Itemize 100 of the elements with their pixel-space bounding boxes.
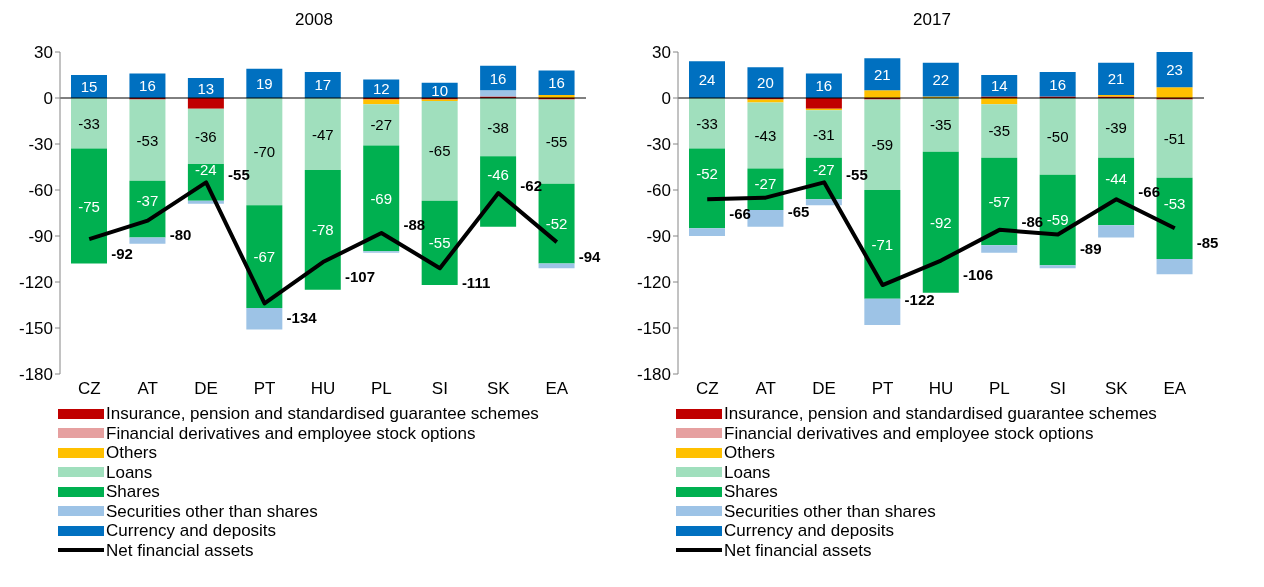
data-label: -78 — [311, 221, 334, 239]
bar — [480, 90, 517, 97]
y-tick-label: 30 — [34, 43, 53, 63]
data-label: -52 — [696, 165, 718, 183]
x-tick-label: PL — [371, 379, 392, 399]
x-tick-label: CZ — [695, 379, 719, 399]
data-label: 16 — [815, 77, 833, 95]
data-label: -75 — [78, 197, 100, 215]
bar — [1039, 265, 1076, 269]
data-label: -38 — [487, 118, 509, 136]
data-label: 15 — [80, 78, 98, 95]
legend-label: Insurance, pension and standardised guarantee schemes — [106, 404, 539, 424]
data-label: -35 — [988, 122, 1011, 140]
bar — [538, 70, 575, 95]
x-tick-label: PT — [871, 379, 894, 399]
data-label: 10 — [431, 81, 449, 99]
legend-label: Insurance, pension and standardised guarantee schemes — [724, 404, 1157, 424]
x-tick-label: PT — [253, 379, 276, 399]
bar — [1156, 87, 1193, 98]
bar — [304, 170, 341, 290]
data-label: 12 — [372, 80, 390, 98]
bar — [689, 228, 725, 236]
data-label: 16 — [139, 77, 156, 95]
y-tick-label: -120 — [18, 273, 53, 293]
data-label: -134 — [286, 308, 318, 326]
data-label: -106 — [963, 266, 994, 284]
x-tick-label: SI — [1049, 379, 1066, 399]
bar — [805, 110, 842, 158]
bar — [981, 104, 1018, 158]
data-label: 21 — [1107, 70, 1125, 88]
x-tick-label: CZ — [77, 379, 101, 399]
bar — [981, 245, 1018, 253]
bar — [747, 102, 784, 169]
data-label: -62 — [520, 176, 543, 194]
bar — [1156, 52, 1193, 88]
data-label: -43 — [754, 127, 777, 145]
data-label: -53 — [136, 131, 159, 149]
x-tick-label: SK — [1104, 379, 1129, 399]
data-label: -66 — [729, 204, 751, 222]
data-label: -33 — [696, 114, 718, 132]
data-label: 22 — [932, 71, 950, 89]
bar — [304, 98, 341, 171]
x-tick-label: SK — [486, 379, 511, 399]
y-tick-label: 0 — [661, 89, 671, 109]
bar — [864, 58, 901, 91]
bar — [922, 98, 959, 152]
legend-label: Net financial assets — [106, 540, 254, 560]
data-label: -70 — [253, 143, 276, 161]
data-label: 24 — [698, 71, 716, 89]
bar — [805, 98, 842, 109]
legend-label: Financial derivatives and employee stock options — [106, 423, 476, 443]
data-label: -59 — [1046, 211, 1069, 229]
bar — [1098, 62, 1135, 95]
x-tick-label: AT — [755, 379, 776, 399]
y-tick-label: 30 — [652, 43, 671, 63]
bar — [246, 308, 283, 330]
data-label: -53 — [1163, 194, 1186, 212]
y-tick-label: -30 — [28, 135, 53, 155]
bar — [187, 98, 224, 109]
legend-label: Net financial assets — [724, 540, 872, 560]
legend-label: Financial derivatives and employee stock options — [724, 423, 1094, 443]
data-label: -55 — [545, 133, 568, 151]
bar — [981, 157, 1018, 246]
bar — [363, 104, 400, 146]
legend-label: Others — [724, 443, 776, 463]
legend-label: Securities other than shares — [106, 501, 318, 521]
x-tick-label: HU — [310, 379, 336, 399]
data-label: 20 — [757, 74, 774, 92]
data-label: -46 — [487, 166, 509, 184]
y-tick-label: -60 — [646, 181, 671, 201]
x-tick-label: AT — [137, 379, 158, 399]
data-label: -89 — [1079, 239, 1102, 257]
x-tick-label: EA — [545, 379, 569, 399]
bar — [689, 148, 725, 229]
data-label: -57 — [988, 193, 1011, 210]
data-label: -94 — [578, 247, 602, 265]
bar — [129, 99, 166, 181]
data-label: -37 — [136, 192, 159, 210]
data-label: -69 — [370, 189, 393, 207]
y-tick-label: -30 — [646, 135, 671, 155]
data-label: 16 — [489, 69, 507, 87]
data-label: -71 — [871, 235, 894, 253]
legend-label: Currency and deposits — [106, 521, 277, 541]
data-label: -85 — [1196, 233, 1219, 251]
x-tick-label: EA — [1163, 379, 1187, 399]
x-tick-label: PL — [989, 379, 1010, 399]
data-label: -50 — [1046, 127, 1069, 145]
data-label: -59 — [871, 136, 894, 154]
bar — [689, 61, 725, 98]
bar — [71, 148, 107, 264]
data-label: -27 — [754, 174, 777, 192]
bar — [1098, 98, 1135, 158]
data-label: 16 — [548, 74, 565, 92]
data-label: -55 — [228, 165, 250, 183]
y-tick-label: -150 — [18, 319, 53, 339]
x-tick-label: HU — [928, 379, 954, 399]
bar — [480, 98, 517, 157]
x-tick-label: SI — [431, 379, 448, 399]
data-label: 21 — [873, 65, 891, 83]
y-tick-label: -150 — [636, 319, 671, 339]
